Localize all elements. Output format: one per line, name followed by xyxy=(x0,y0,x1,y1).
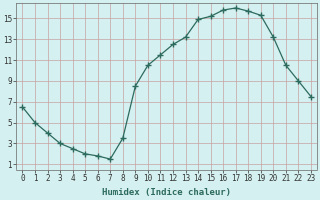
X-axis label: Humidex (Indice chaleur): Humidex (Indice chaleur) xyxy=(102,188,231,197)
